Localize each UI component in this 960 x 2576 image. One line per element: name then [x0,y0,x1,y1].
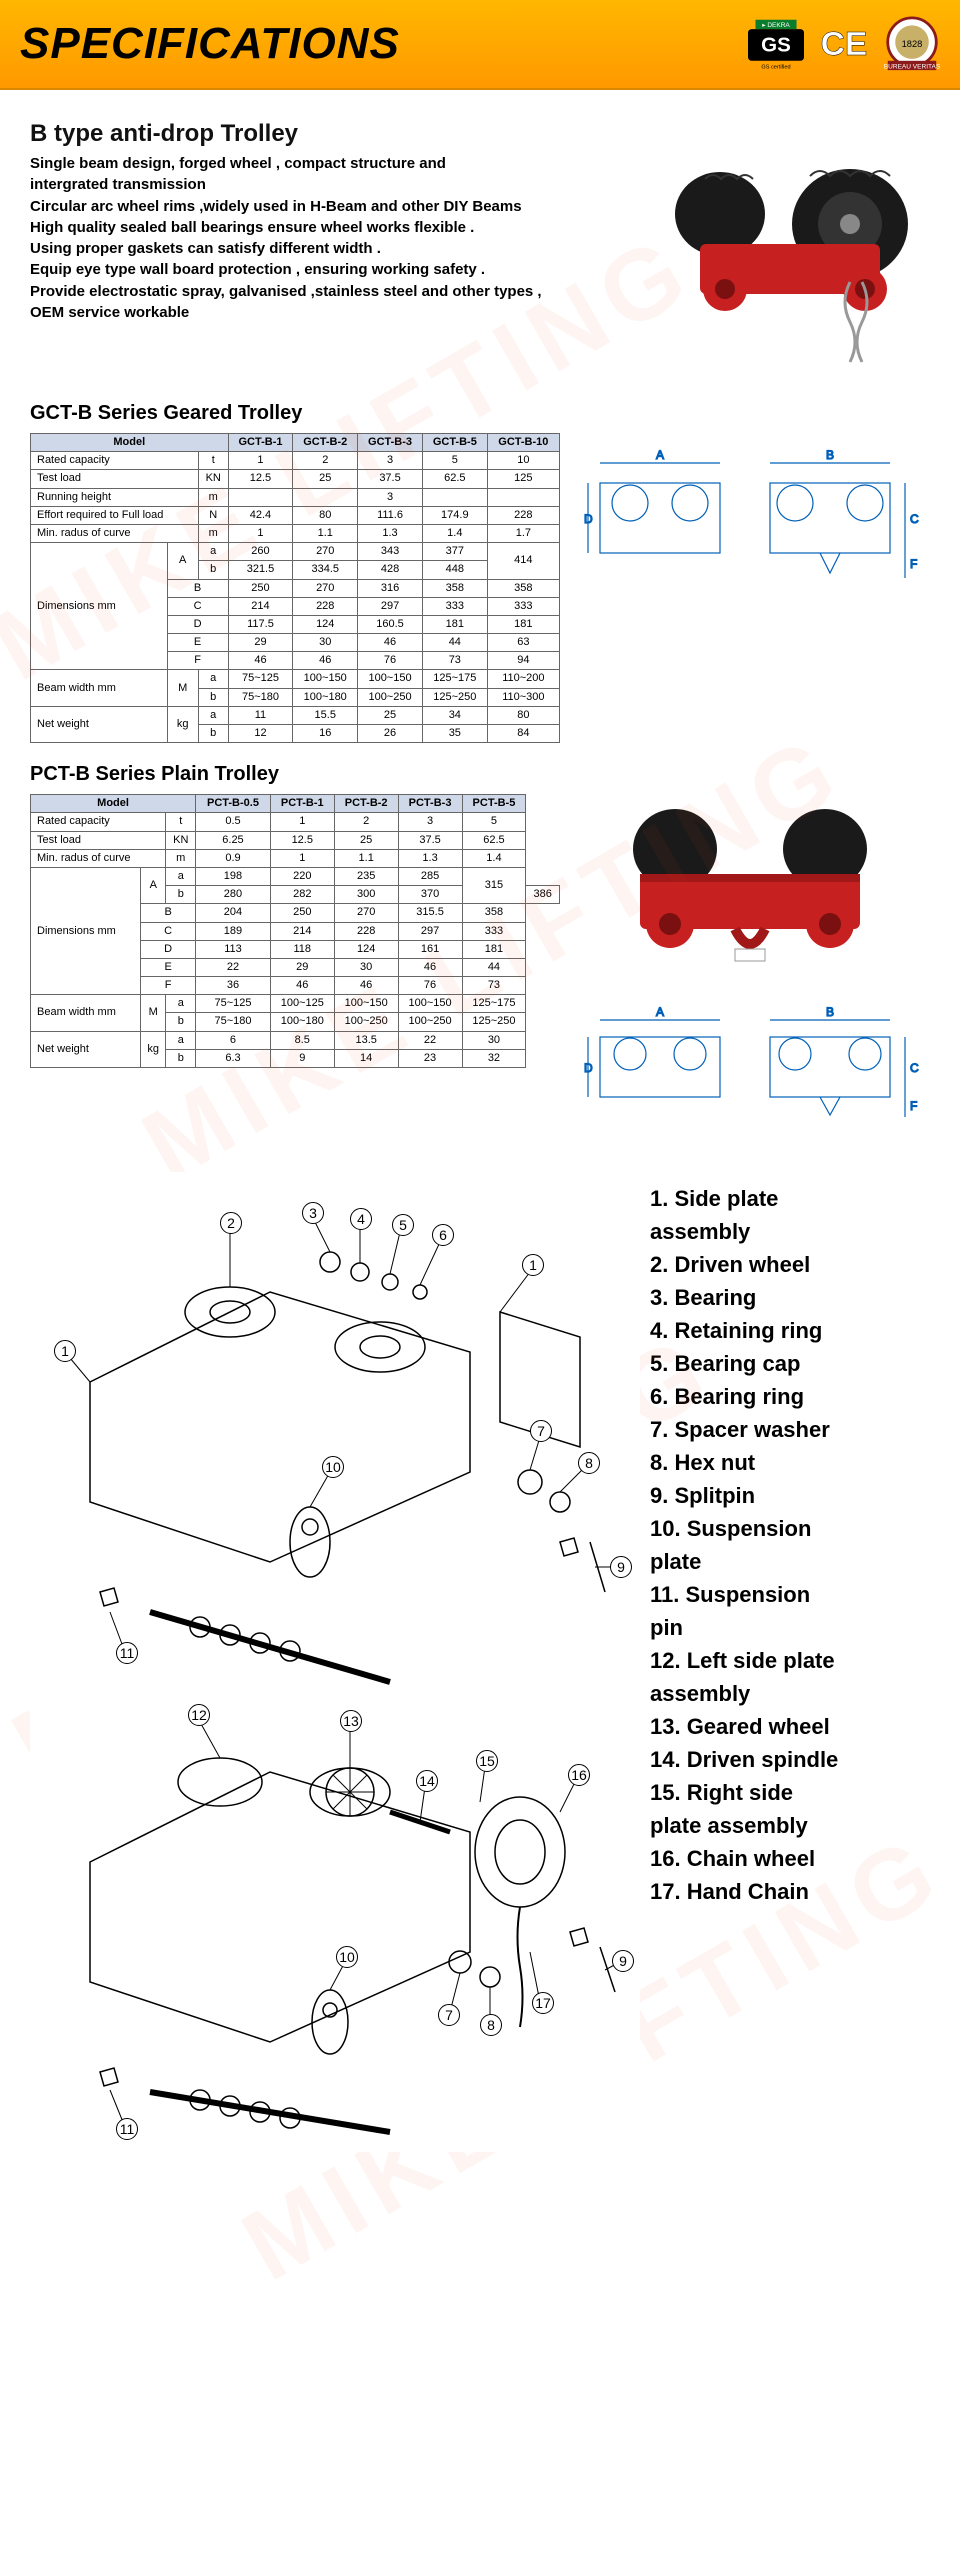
part-item: 4. Retaining ring [650,1314,930,1347]
feature-line: Circular arc wheel rims ,widely used in … [30,197,630,217]
part-item: 7. Spacer washer [650,1413,930,1446]
callout-10b: 10 [336,1946,358,1968]
feature-line: Single beam design, forged wheel , compa… [30,154,630,174]
svg-text:F: F [910,1099,917,1113]
part-item: 16. Chain wheel [650,1842,930,1875]
svg-text:C: C [910,1061,919,1075]
product-photo-pct [580,794,920,994]
part-item: 17. Hand Chain [650,1875,930,1908]
svg-text:A: A [656,448,664,462]
svg-text:D: D [584,1061,593,1075]
feature-line: Using proper gaskets can satisfy differe… [30,239,630,259]
svg-text:D: D [584,512,593,526]
dimension-diagram-1: A D B C F [580,433,920,613]
svg-text:B: B [826,448,834,462]
pct-spec-table: ModelPCT-B-0.5PCT-B-1PCT-B-2PCT-B-3PCT-B… [30,794,560,1068]
callout-13: 13 [340,1710,362,1732]
callout-14: 14 [416,1770,438,1792]
exploded-diagram: 1 2 3 4 5 6 1 7 8 9 10 11 12 13 14 15 16… [30,1172,640,2152]
gct-spec-table: ModelGCT-B-1GCT-B-2GCT-B-3GCT-B-5GCT-B-1… [30,433,560,743]
series1-title: GCT-B Series Geared Trolley [30,402,930,425]
part-item: 3. Bearing [650,1281,930,1314]
svg-text:B: B [826,1005,834,1019]
series2-title: PCT-B Series Plain Trolley [30,763,930,786]
svg-text:CE: CE [821,26,868,63]
svg-text:BUREAU VERITAS: BUREAU VERITAS [884,63,940,70]
product-photo-gct [650,154,930,384]
page-title: SPECIFICATIONS [20,19,400,69]
part-item: 8. Hex nut [650,1446,930,1479]
parts-list: 1. Side plate assembly2. Driven wheel3. … [650,1172,930,2152]
callout-15: 15 [476,1750,498,1772]
bv-badge: 1828 BUREAU VERITAS [884,16,940,72]
feature-line: intergrated transmission [30,175,630,195]
part-item: 1. Side plate assembly [650,1182,930,1248]
gs-badge: GS ▸ DEKRA GS certified [748,16,804,72]
part-item: 11. Suspension pin [650,1578,930,1644]
ce-badge: CE [816,16,872,72]
part-item: 10. Suspension plate [650,1512,930,1578]
svg-text:▸ DEKRA: ▸ DEKRA [762,22,790,29]
feature-line: Provide electrostatic spray, galvanised … [30,282,630,302]
header-bar: SPECIFICATIONS GS ▸ DEKRA GS certified CE … [0,0,960,90]
feature-line: OEM service workable [30,303,630,323]
part-item: 5. Bearing cap [650,1347,930,1380]
part-item: 15. Right side plate assembly [650,1776,930,1842]
part-item: 12. Left side plate assembly [650,1644,930,1710]
callout-10: 10 [322,1456,344,1478]
feature-line: Equip eye type wall board protection , e… [30,260,630,280]
part-item: 14. Driven spindle [650,1743,930,1776]
cert-badges: GS ▸ DEKRA GS certified CE 1828 BUREAU VERI… [748,16,940,72]
callout-16: 16 [568,1764,590,1786]
svg-text:GS: GS [761,33,791,56]
part-item: 13. Geared wheel [650,1710,930,1743]
part-item: 2. Driven wheel [650,1248,930,1281]
part-item: 6. Bearing ring [650,1380,930,1413]
feature-list: Single beam design, forged wheel , compa… [30,154,630,384]
part-item: 9. Splitpin [650,1479,930,1512]
svg-text:F: F [910,557,917,571]
svg-text:A: A [656,1005,664,1019]
svg-text:1828: 1828 [902,39,923,49]
callout-12: 12 [188,1704,210,1726]
dimension-diagram-2: A D B C F [580,1002,920,1142]
callout-17: 17 [532,1992,554,2014]
svg-text:C: C [910,512,919,526]
feature-line: High quality sealed ball bearings ensure… [30,218,630,238]
svg-text:GS certified: GS certified [761,64,790,70]
product-title: B type anti-drop Trolley [30,120,930,148]
